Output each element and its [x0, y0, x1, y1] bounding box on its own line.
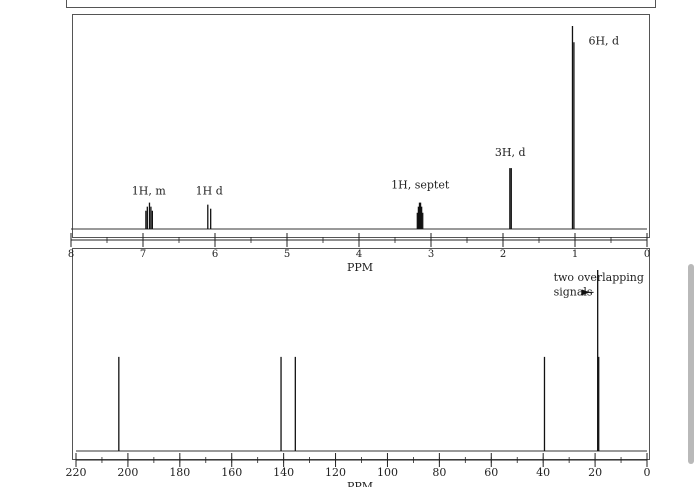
overlap-arrow-head	[581, 289, 590, 296]
c-nmr-tick-label: 220	[66, 466, 87, 479]
h-nmr-tick-label: 3	[428, 249, 434, 260]
h-nmr-annotation: 6H, d	[588, 34, 619, 47]
c-nmr-tick-label: 80	[432, 466, 446, 479]
h-nmr-tick-label: 8	[68, 249, 74, 260]
h-nmr-annotation: 1H d	[196, 184, 223, 197]
scrollbar[interactable]	[688, 264, 694, 464]
h-nmr-tick-label: 0	[644, 249, 650, 260]
c-nmr-tick-label: 40	[536, 466, 550, 479]
c-nmr-annotation: signals	[554, 285, 593, 298]
h-nmr-tick-label: 4	[356, 249, 362, 260]
h-nmr-tick-label: 1	[572, 249, 578, 260]
c-nmr-plot-frame	[72, 248, 650, 460]
c-nmr-tick-label: 200	[117, 466, 138, 479]
c-nmr-tick-label: 60	[484, 466, 498, 479]
h-nmr-plot-frame	[72, 14, 650, 238]
c-nmr-axis-title: PPM	[347, 480, 373, 487]
h-nmr-tick-label: 2	[500, 249, 506, 260]
h-nmr-tick-label: 6	[212, 249, 218, 260]
h-nmr-annotation: 1H, septet	[391, 178, 450, 191]
c-nmr-tick-label: 180	[169, 466, 190, 479]
h-nmr-tick-label: 5	[284, 249, 290, 260]
c-nmr-annotation: two overlapping	[554, 271, 644, 284]
h-nmr-axis-title: PPM	[347, 261, 373, 274]
h-nmr-tick-label: 7	[140, 249, 146, 260]
c-nmr-tick-label: 140	[273, 466, 294, 479]
c-nmr-tick-label: 160	[221, 466, 242, 479]
c-nmr-tick-label: 0	[644, 466, 651, 479]
c-nmr-tick-label: 100	[377, 466, 398, 479]
c-nmr-tick-label: 20	[588, 466, 602, 479]
c-nmr-tick-label: 120	[325, 466, 346, 479]
h-nmr-annotation: 1H, m	[132, 184, 167, 197]
h-nmr-annotation: 3H, d	[495, 146, 526, 159]
previous-panel-frame	[66, 0, 656, 8]
